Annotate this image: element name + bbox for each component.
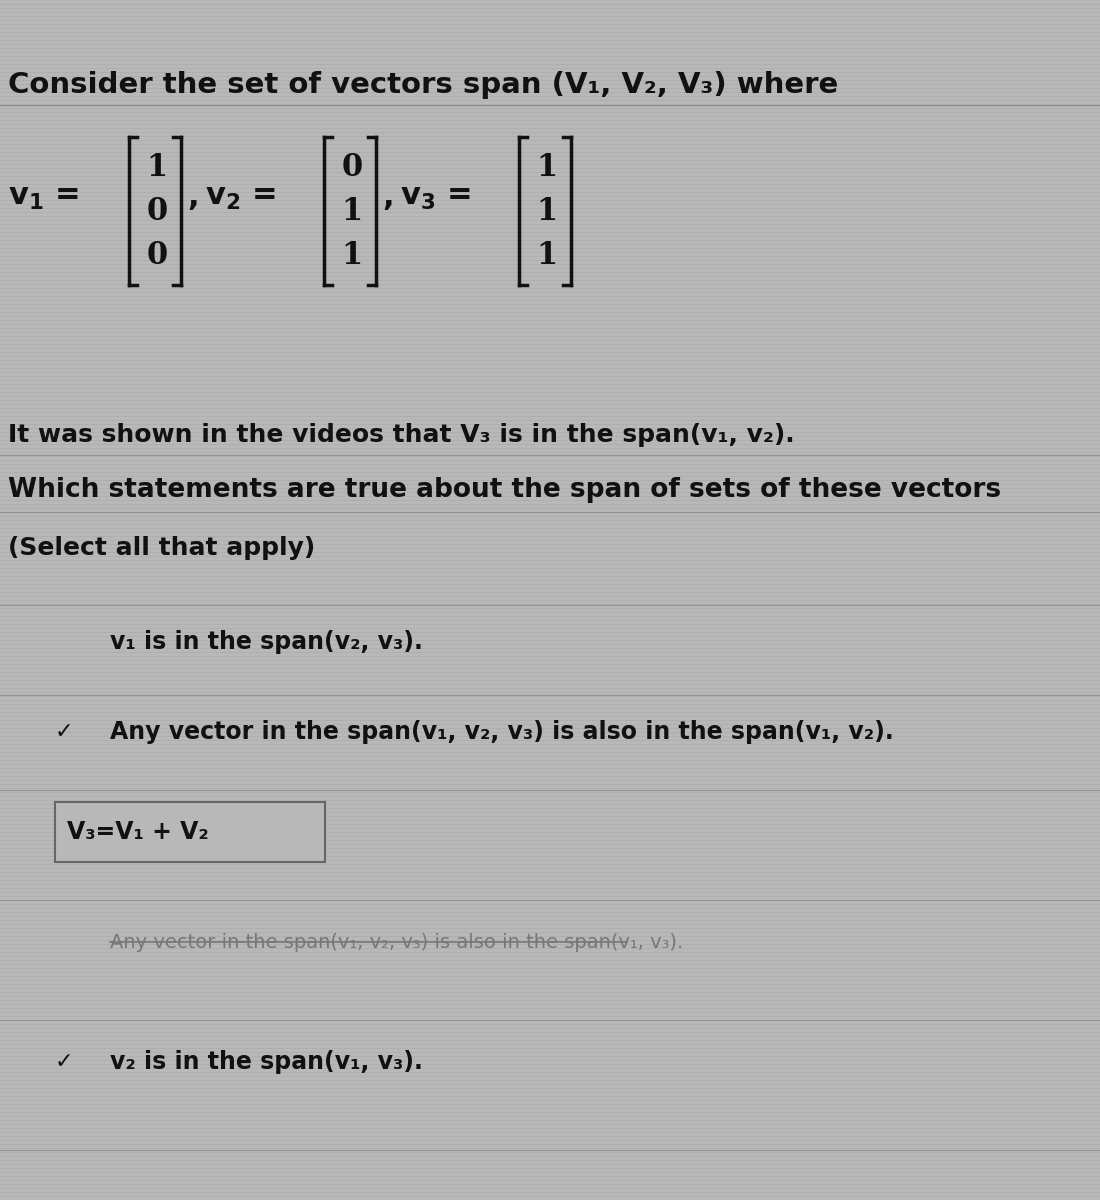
Text: 1: 1 [537, 151, 558, 182]
Text: ✓: ✓ [55, 1052, 74, 1072]
Text: Consider the set of vectors span (V₁, V₂, V₃) where: Consider the set of vectors span (V₁, V₂… [8, 71, 838, 98]
Text: $\mathbf{v_3}$ =: $\mathbf{v_3}$ = [400, 181, 471, 212]
Text: ,: , [382, 182, 394, 211]
Text: 1: 1 [537, 196, 558, 227]
Text: $\mathbf{v_2}$ =: $\mathbf{v_2}$ = [205, 181, 276, 212]
Text: ✓: ✓ [55, 722, 74, 742]
Text: ,: , [187, 182, 199, 211]
Text: 0: 0 [146, 240, 167, 270]
Text: v₂ is in the span(v₁, v₃).: v₂ is in the span(v₁, v₃). [110, 1050, 422, 1074]
Text: V₃=V₁ + V₂: V₃=V₁ + V₂ [67, 820, 209, 844]
Text: 1: 1 [146, 151, 167, 182]
Text: 0: 0 [146, 196, 167, 227]
Bar [55, 802, 324, 862]
Text: It was shown in the videos that V₃ is in the span(v₁, v₂).: It was shown in the videos that V₃ is in… [8, 422, 794, 446]
Text: $\mathbf{v_1}$ =: $\mathbf{v_1}$ = [8, 181, 79, 212]
Text: v₁ is in the span(v₂, v₃).: v₁ is in the span(v₂, v₃). [110, 630, 422, 654]
Text: 1: 1 [341, 196, 363, 227]
Text: 1: 1 [537, 240, 558, 270]
Text: 1: 1 [341, 240, 363, 270]
Text: Which statements are true about the span of sets of these vectors: Which statements are true about the span… [8, 476, 1001, 503]
Text: (Select all that apply): (Select all that apply) [8, 536, 316, 560]
Text: Any vector in the span(v₁, v₂, v₃) is also in the span(v₁, v₃).: Any vector in the span(v₁, v₂, v₃) is al… [110, 932, 683, 952]
Text: Any vector in the span(v₁, v₂, v₃) is also in the span(v₁, v₂).: Any vector in the span(v₁, v₂, v₃) is al… [110, 720, 893, 744]
Text: 0: 0 [341, 151, 363, 182]
